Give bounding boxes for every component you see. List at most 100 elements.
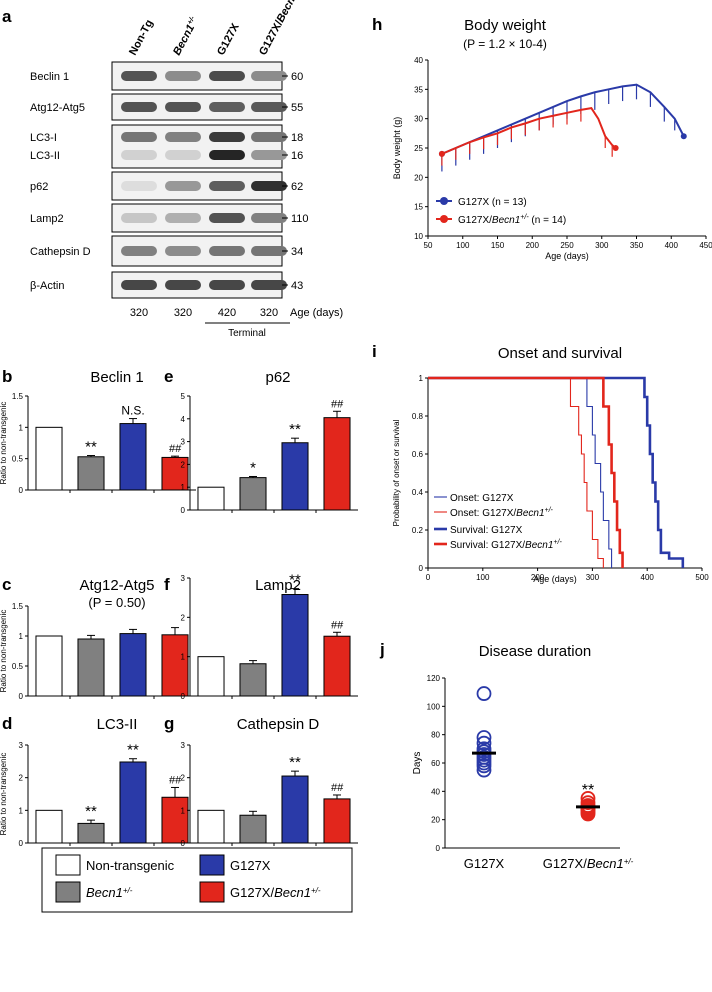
band-label: LC3-II bbox=[30, 150, 60, 162]
blot-band bbox=[165, 246, 201, 256]
blot-band bbox=[165, 132, 201, 142]
series-line bbox=[441, 83, 685, 155]
blot-band bbox=[121, 71, 157, 81]
kda-label: 110 bbox=[291, 213, 309, 225]
lane-header: G127X bbox=[215, 21, 242, 57]
bar bbox=[35, 809, 63, 844]
bar-chart-f: Lamp2 0 1 2 3 ** ## bbox=[181, 572, 358, 701]
km-curve bbox=[428, 376, 624, 568]
significance-mark: N.S. bbox=[121, 404, 144, 418]
panel-letter: j bbox=[379, 640, 385, 659]
y-tick-label: 0.8 bbox=[412, 412, 424, 421]
y-tick-label: 0.4 bbox=[412, 488, 424, 497]
x-tick-label: 400 bbox=[641, 573, 655, 582]
legend-bg bbox=[432, 536, 548, 548]
legend-marker bbox=[440, 215, 448, 223]
y-tick-label: 25 bbox=[414, 144, 423, 153]
y-tick-label: 60 bbox=[431, 759, 440, 768]
bar bbox=[35, 426, 63, 491]
bar bbox=[197, 656, 225, 697]
blot-band bbox=[209, 246, 245, 256]
y-tick-label: 3 bbox=[181, 741, 186, 750]
y-axis-label: Days bbox=[412, 752, 423, 775]
y-tick-label: 1 bbox=[181, 653, 186, 662]
bar bbox=[281, 594, 309, 697]
scatter-chart-j: Disease duration 0 20 40 60 80 100 120 Days ** G12… bbox=[412, 643, 634, 871]
kda-label: 43 bbox=[291, 280, 303, 292]
y-tick-label: 0 bbox=[181, 839, 186, 848]
chart-title: LC3-II bbox=[97, 716, 138, 733]
data-point bbox=[476, 730, 492, 745]
band-label: Beclin 1 bbox=[30, 71, 69, 83]
y-tick-label: 0.6 bbox=[412, 450, 424, 459]
y-tick-label: 5 bbox=[181, 392, 186, 401]
significance-mark: ** bbox=[289, 754, 301, 771]
x-category-label: G127X/Becn1+/- bbox=[543, 856, 634, 871]
panel-letter: i bbox=[372, 342, 377, 361]
y-tick-label: 0 bbox=[19, 839, 24, 848]
bar bbox=[197, 486, 225, 511]
x-tick-label: 300 bbox=[595, 241, 609, 250]
band-label: Atg12-Atg5 bbox=[30, 102, 85, 114]
y-tick-label: 20 bbox=[414, 173, 423, 182]
significance-mark: ** bbox=[127, 742, 139, 759]
x-category-label: G127X bbox=[464, 856, 505, 871]
y-tick-label: 2 bbox=[181, 774, 186, 783]
chart-title: Body weight bbox=[464, 17, 547, 34]
legend-label: Non-transgenic bbox=[86, 858, 175, 873]
blot-band bbox=[121, 213, 157, 223]
y-axis-label: Body weight (g) bbox=[392, 117, 402, 180]
bar bbox=[281, 442, 309, 511]
legend-swatch bbox=[199, 854, 225, 876]
bar bbox=[77, 456, 105, 491]
y-tick-label: 2 bbox=[181, 613, 186, 622]
legend-label: Becn1+/- bbox=[86, 885, 133, 900]
y-axis-label: Ratio to non-transgenic bbox=[0, 402, 8, 485]
chart-title: Lamp2 bbox=[255, 577, 301, 594]
bar-chart-d: LC3-II 0 1 2 3 Ratio to non-transgenic ** ** ## bbox=[0, 716, 196, 848]
legend-label: G127X (n = 13) bbox=[458, 197, 527, 208]
age-label: 420 bbox=[218, 307, 236, 319]
y-axis-label: Ratio to non-transgenic bbox=[0, 753, 8, 836]
x-axis-label: Age (days) bbox=[533, 574, 577, 584]
y-tick-label: 1 bbox=[181, 483, 186, 492]
bar-chart-c: Atg12-Atg5(P = 0.50) 0 0.5 1 1.5 Ratio to non… bbox=[0, 577, 196, 701]
x-tick-label: 500 bbox=[695, 573, 709, 582]
age-axis-label: Age (days) bbox=[290, 307, 343, 319]
y-tick-label: 0 bbox=[19, 692, 24, 701]
x-tick-label: 300 bbox=[586, 573, 600, 582]
y-tick-label: 0 bbox=[181, 506, 186, 515]
western-blot-panel: Non-Tg Becn1+/- G127X G127X/Becn1+/- Beclin … bbox=[30, 0, 343, 339]
kda-label: 18 bbox=[291, 132, 303, 144]
blot-band bbox=[121, 150, 157, 160]
blot-band bbox=[121, 280, 157, 290]
y-tick-label: 10 bbox=[414, 232, 423, 241]
blot-band bbox=[165, 280, 201, 290]
blot-band bbox=[165, 102, 201, 112]
legend-swatch bbox=[55, 881, 81, 903]
x-tick-label: 100 bbox=[476, 573, 490, 582]
blot-band bbox=[121, 246, 157, 256]
y-tick-label: 30 bbox=[414, 115, 423, 124]
blot-band bbox=[209, 181, 245, 191]
legend-label: Survival: G127X/Becn1+/- bbox=[450, 539, 562, 551]
bar bbox=[323, 798, 351, 844]
blot-band bbox=[209, 150, 245, 160]
blot-band bbox=[209, 280, 245, 290]
significance-mark: ** bbox=[85, 439, 97, 456]
panel-letter: a bbox=[2, 7, 12, 26]
band-label: LC3-I bbox=[30, 132, 57, 144]
blot-band bbox=[165, 213, 201, 223]
bar bbox=[239, 477, 267, 511]
age-label: 320 bbox=[260, 307, 278, 319]
chart-title: Disease duration bbox=[479, 643, 592, 660]
y-axis-label: Probability of onset or survival bbox=[392, 419, 401, 526]
lane-header: Becn1+/- bbox=[171, 15, 201, 58]
y-tick-label: 0.5 bbox=[12, 455, 24, 464]
blot-band bbox=[251, 132, 287, 142]
y-tick-label: 120 bbox=[427, 674, 441, 683]
significance-mark: ## bbox=[169, 443, 182, 455]
blot-band bbox=[121, 181, 157, 191]
